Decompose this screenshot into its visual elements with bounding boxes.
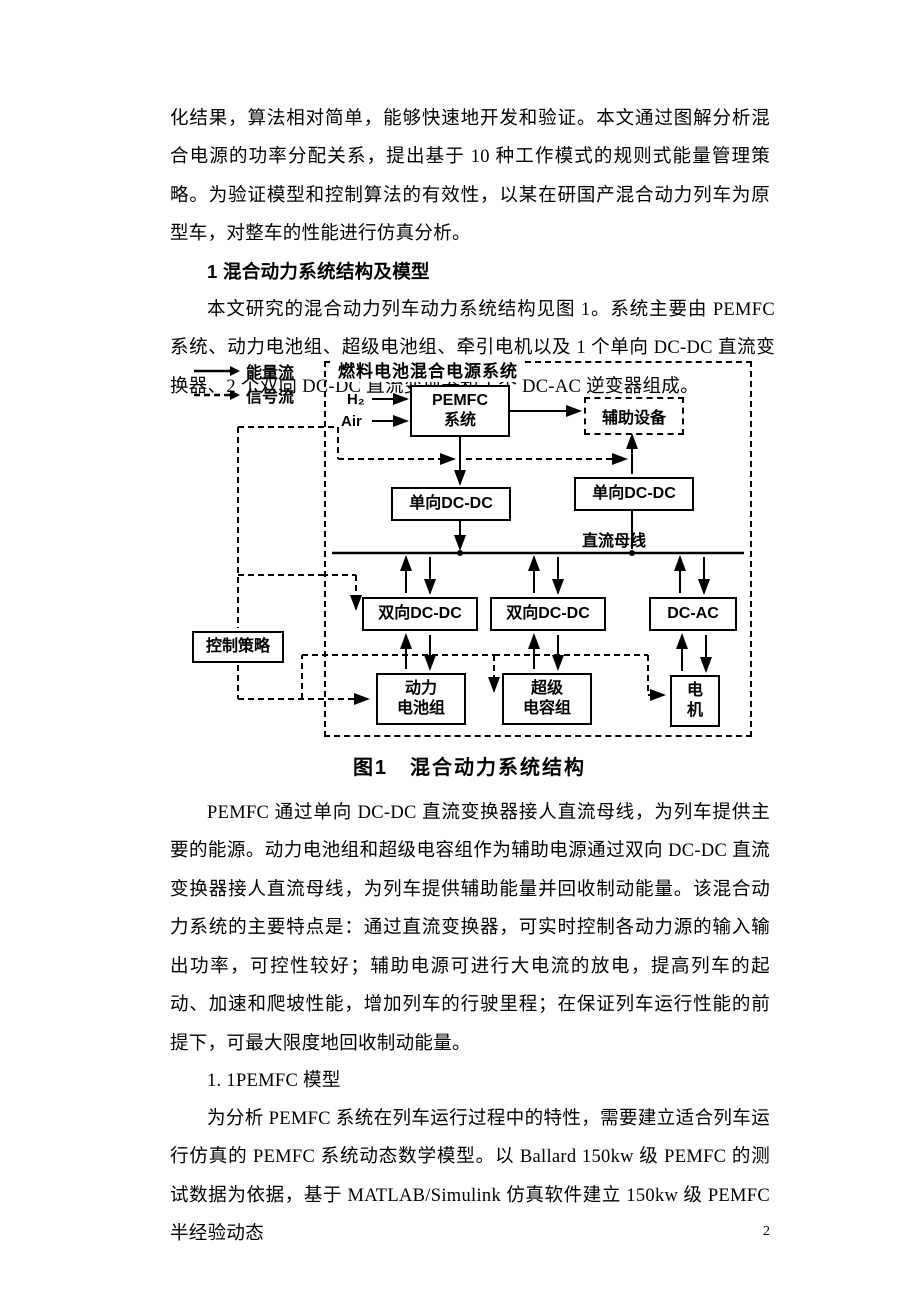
figure-1-diagram: 能量流 信号流 燃料电池混合电源系统 H₂ Air PEMFC 系统 辅助设备 … [182, 359, 757, 779]
page-number: 2 [763, 1224, 770, 1240]
paragraph-4: 为分析 PEMFC 系统在列车运行过程中的特性，需要建立适合列车运行仿真的 PE… [170, 1100, 770, 1254]
heading-section-1-1: 1. 1PEMFC 模型 [170, 1062, 770, 1100]
paragraph-3: PEMFC 通过单向 DC-DC 直流变换器接人直流母线，为列车提供主要的能源。… [170, 794, 770, 1063]
heading-section-1: 1 混合动力系统结构及模型 [170, 253, 770, 291]
diagram-arrows-layer [182, 359, 757, 749]
figure-1-caption: 图1 混合动力系统结构 [182, 751, 757, 780]
paragraph-1: 化结果，算法相对简单，能够快速地开发和验证。本文通过图解分析混合电源的功率分配关… [170, 100, 770, 254]
